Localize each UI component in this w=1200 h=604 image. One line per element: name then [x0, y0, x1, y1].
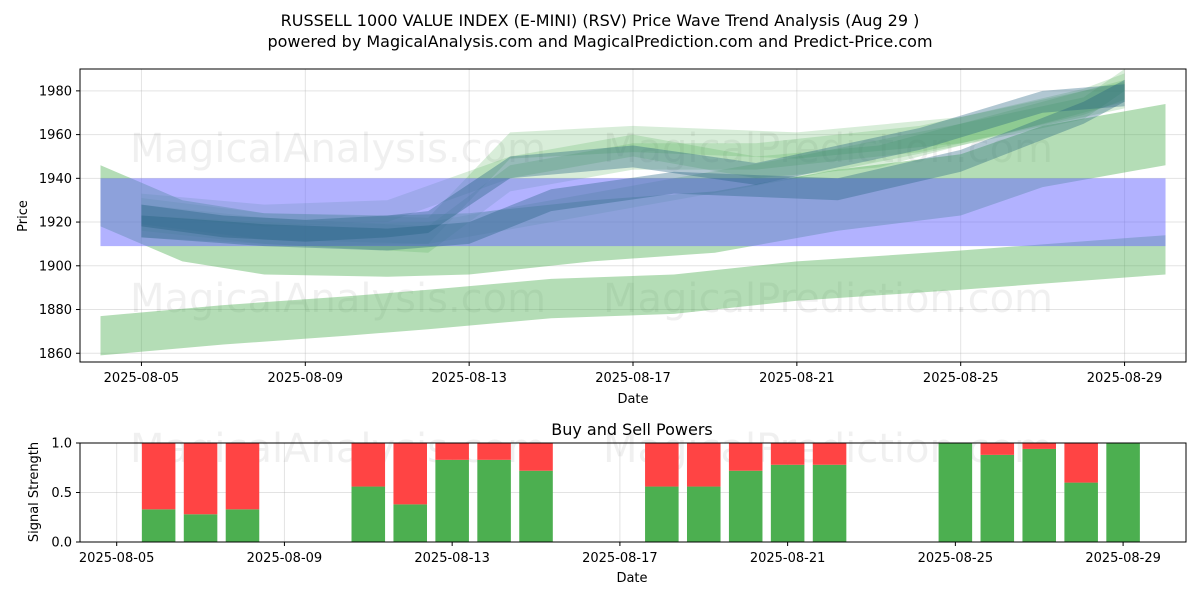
watermark-analysis-mid: MagicalAnalysis.com [130, 276, 546, 322]
price-y-tick-label: 1900 [39, 259, 72, 274]
buy-power-bar [812, 464, 847, 542]
buy-power-bar [435, 459, 469, 542]
sell-power-bar [1064, 443, 1098, 483]
sell-power-bar [393, 443, 428, 505]
watermark-prediction-top: MagicalPrediction.com [603, 126, 1053, 172]
sell-power-bar [519, 443, 553, 471]
signal-y-axis-label: Signal Strength [27, 442, 42, 542]
buy-power-bar [183, 514, 218, 542]
signal-x-tick-label: 2025-08-09 [247, 551, 323, 566]
signal-y-tick-label: 0.5 [51, 486, 72, 501]
green-wave-band [141, 82, 1125, 253]
price-watermarks: MagicalAnalysis.com MagicalPrediction.co… [130, 126, 1053, 322]
sell-power-bar [645, 443, 679, 487]
signal-x-tick-label: 2025-08-05 [79, 551, 155, 566]
sell-power-bar [686, 443, 721, 487]
price-chart-panel: MagicalAnalysis.com MagicalPrediction.co… [16, 68, 1187, 407]
signal-x-tick-label: 2025-08-21 [750, 551, 826, 566]
price-x-axis-label: Date [617, 392, 648, 407]
signal-bars [141, 443, 1140, 542]
price-x-tick-label: 2025-08-25 [923, 371, 999, 386]
price-x-ticks: 2025-08-05 2025-08-09 2025-08-13 2025-08-17… [104, 362, 1163, 386]
watermark-analysis-top: MagicalAnalysis.com [130, 126, 546, 172]
price-y-axis-label: Price [16, 200, 31, 232]
signal-x-tick-label: 2025-08-13 [414, 551, 490, 566]
sell-power-bar [183, 443, 218, 515]
teal-wave-band [141, 84, 1125, 242]
chart-title-line1: RUSSELL 1000 VALUE INDEX (E-MINI) (RSV) … [281, 11, 920, 30]
signal-x-tick-label: 2025-08-29 [1085, 551, 1161, 566]
price-y-tick-label: 1880 [39, 303, 72, 318]
price-x-tick-label: 2025-08-17 [595, 371, 671, 386]
price-y-tick-label: 1920 [39, 216, 72, 231]
sell-power-bar [728, 443, 763, 471]
buy-power-bar [477, 459, 511, 542]
buy-power-bar [980, 454, 1015, 542]
buy-power-bar [938, 443, 973, 542]
sell-power-bar [770, 443, 805, 465]
signal-x-axis-label: Date [616, 571, 647, 586]
signal-chart-title: Buy and Sell Powers [551, 420, 713, 439]
price-y-tick-label: 1980 [39, 84, 72, 99]
buy-power-bar [770, 464, 805, 542]
signal-y-tick-label: 1.0 [51, 437, 72, 452]
price-y-tick-label: 1940 [39, 172, 72, 187]
signal-y-tick-label: 0.0 [51, 536, 72, 551]
price-y-ticks: 1860 1880 1900 1920 1940 1960 1980 [39, 84, 80, 362]
buy-power-bar [645, 486, 679, 542]
buy-power-bar [393, 504, 428, 542]
buy-power-bar [519, 470, 553, 542]
sell-power-bar [477, 443, 511, 460]
sell-power-bar [435, 443, 469, 460]
signal-x-ticks: 2025-08-05 2025-08-09 2025-08-13 2025-08-17… [79, 542, 1161, 566]
buy-power-bar [141, 509, 176, 542]
buy-power-bar [1064, 482, 1098, 542]
buy-power-bar [1106, 443, 1140, 542]
price-x-tick-label: 2025-08-09 [268, 371, 344, 386]
price-wave-bands [100, 69, 1166, 356]
price-x-tick-label: 2025-08-05 [104, 371, 180, 386]
buy-power-bar [686, 486, 721, 542]
sell-power-bar [225, 443, 260, 510]
sell-power-bar [141, 443, 176, 510]
price-x-tick-label: 2025-08-29 [1087, 371, 1163, 386]
price-y-tick-label: 1860 [39, 347, 72, 362]
signal-x-tick-label: 2025-08-25 [918, 551, 994, 566]
price-y-tick-label: 1960 [39, 128, 72, 143]
buy-power-bar [225, 509, 260, 542]
green-wave-band [141, 79, 1125, 227]
buy-power-bar [1022, 448, 1057, 542]
sell-power-bar [980, 443, 1015, 455]
teal-wave-band [141, 79, 1125, 251]
price-x-tick-label: 2025-08-21 [759, 371, 835, 386]
signal-y-ticks: 0.0 0.5 1.0 [51, 437, 80, 551]
sell-power-bar [812, 443, 847, 465]
buy-power-bar [728, 470, 763, 542]
watermark-prediction-mid: MagicalPrediction.com [603, 276, 1053, 322]
sell-power-bar [1022, 443, 1057, 449]
buy-power-bar [351, 486, 386, 542]
sell-power-bar [351, 443, 386, 487]
blue-range-band [100, 178, 1166, 247]
signal-chart-panel: Buy and Sell Powers MagicalAnalysis.com … [27, 420, 1187, 586]
chart-title-line2: powered by MagicalAnalysis.com and Magic… [267, 32, 932, 51]
green-wave-band [100, 235, 1166, 356]
price-x-tick-label: 2025-08-13 [431, 371, 507, 386]
signal-x-tick-label: 2025-08-17 [582, 551, 658, 566]
